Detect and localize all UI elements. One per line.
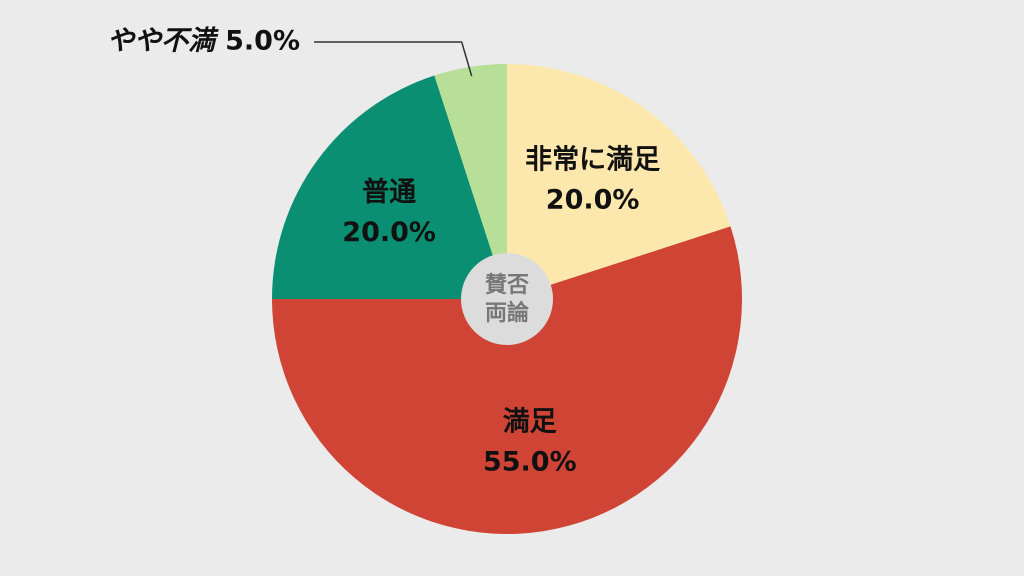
slice-label: 満足 — [503, 406, 557, 437]
leader-line — [314, 41, 473, 77]
slice-label: 非常に満足 — [525, 145, 660, 176]
pie-slice — [272, 226, 742, 534]
center-circle — [461, 253, 553, 345]
slice-value-label: 5.0% — [225, 26, 300, 57]
pie-slice — [272, 75, 507, 300]
slice-value-label: 20.0% — [342, 217, 436, 248]
center-label: 両論 — [485, 300, 530, 326]
slice-label: 普通 — [362, 176, 416, 208]
pie-slice — [434, 64, 507, 299]
center-label: 賛否 — [485, 273, 529, 298]
slice-value-label: 55.0% — [483, 446, 577, 477]
slice-value-label: 20.0% — [546, 185, 640, 216]
pie-slice — [507, 64, 731, 299]
slice-label: やや不満 — [107, 26, 219, 57]
